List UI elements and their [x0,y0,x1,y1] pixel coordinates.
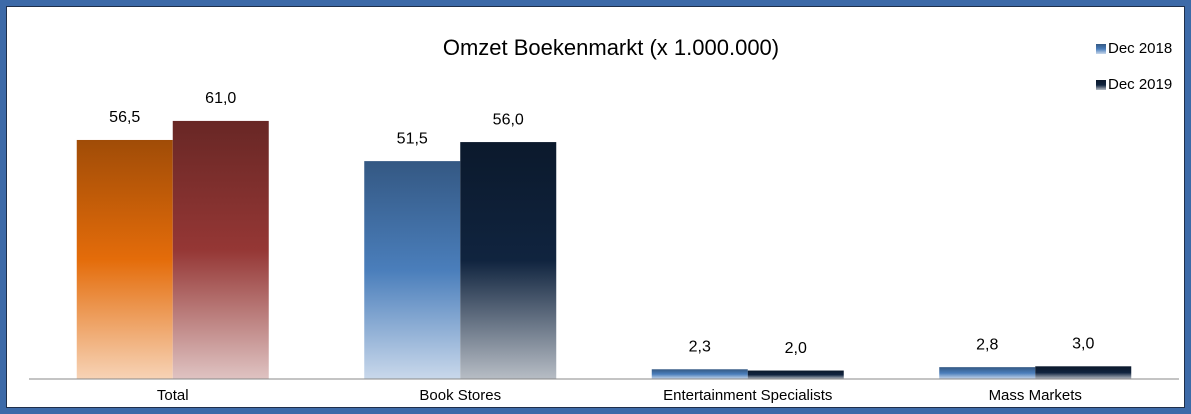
value-label: 2,0 [785,340,807,357]
value-label: 61,0 [205,90,236,107]
bar [364,161,461,379]
value-label: 3,0 [1072,336,1094,353]
x-tick-label: Mass Markets [989,387,1082,404]
bar [76,139,173,379]
bar [747,370,844,379]
value-label: 51,5 [397,130,428,147]
value-label: 56,0 [493,111,524,128]
x-tick-label: Book Stores [419,387,501,404]
value-label: 56,5 [109,109,140,126]
x-tick-label: Entertainment Specialists [663,387,832,404]
bar [460,142,557,379]
chart-title: Omzet Boekenmarkt (x 1.000.000) [443,35,779,60]
legend-swatch [1096,80,1106,90]
x-tick-label: Total [157,387,189,404]
bar [939,367,1036,379]
chart-frame: Omzet Boekenmarkt (x 1.000.000) Total 56,… [6,6,1185,408]
legend-label: Dec 2018 [1108,40,1172,57]
bar [172,120,269,379]
bar [1035,366,1132,379]
value-label: 2,3 [689,338,711,355]
chart: Omzet Boekenmarkt (x 1.000.000) Total 56,… [29,35,1179,404]
legend-swatch [1096,44,1106,54]
bar [651,369,748,379]
legend-label: Dec 2019 [1108,76,1172,93]
value-label: 2,8 [976,336,998,353]
